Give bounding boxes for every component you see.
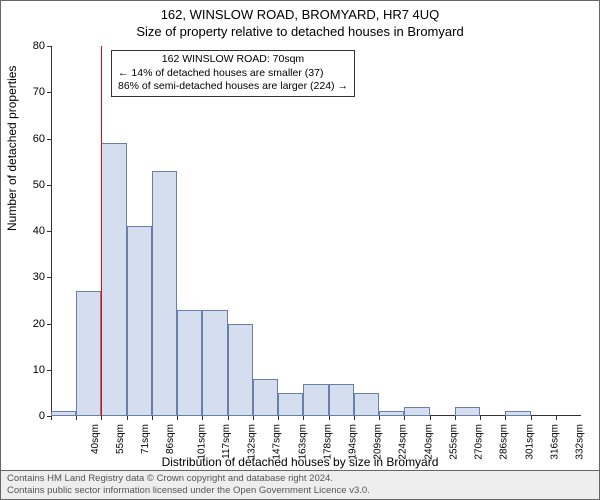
xtick-mark [329, 416, 330, 420]
xtick-mark [101, 416, 102, 420]
ytick-mark [47, 370, 51, 371]
histogram-bar [303, 384, 328, 416]
ytick-label: 10 [21, 364, 45, 376]
ytick-label: 20 [21, 318, 45, 330]
chart-container: 162, WINSLOW ROAD, BROMYARD, HR7 4UQ Siz… [0, 0, 600, 500]
xtick-mark [531, 416, 532, 420]
page-title: 162, WINSLOW ROAD, BROMYARD, HR7 4UQ [1, 7, 599, 22]
ytick-mark [47, 231, 51, 232]
x-axis-label: Distribution of detached houses by size … [1, 455, 599, 469]
footer-line-1: Contains HM Land Registry data © Crown c… [7, 473, 593, 485]
histogram-bar [76, 291, 101, 416]
ytick-mark [47, 46, 51, 47]
xtick-mark [177, 416, 178, 420]
histogram-bar [354, 393, 379, 416]
xtick-mark [379, 416, 380, 420]
xtick-label: 40sqm [90, 424, 101, 454]
xtick-mark [303, 416, 304, 420]
xtick-mark [404, 416, 405, 420]
ytick-mark [47, 324, 51, 325]
xtick-mark [455, 416, 456, 420]
xtick-mark [152, 416, 153, 420]
histogram-bar [127, 226, 152, 416]
xtick-label: 86sqm [165, 424, 176, 454]
ytick-mark [47, 92, 51, 93]
xtick-mark [430, 416, 431, 420]
xtick-label: 55sqm [115, 424, 126, 454]
xtick-mark [202, 416, 203, 420]
ytick-label: 70 [21, 86, 45, 98]
reference-line [101, 46, 102, 416]
annotation-box: 162 WINSLOW ROAD: 70sqm ← 14% of detache… [111, 50, 355, 97]
ytick-mark [47, 139, 51, 140]
ytick-mark [47, 185, 51, 186]
chart-wrap: 0102030405060708040sqm55sqm71sqm86sqm101… [51, 46, 581, 416]
xtick-label: 117sqm [221, 424, 232, 459]
histogram-bar [101, 143, 126, 416]
histogram-bar [404, 407, 429, 416]
xtick-mark [556, 416, 557, 420]
ytick-label: 60 [21, 133, 45, 145]
ytick-label: 40 [21, 225, 45, 237]
histogram-bar [505, 411, 530, 416]
xtick-mark [278, 416, 279, 420]
histogram-bar [253, 379, 278, 416]
plot-area: 0102030405060708040sqm55sqm71sqm86sqm101… [51, 46, 581, 416]
ytick-label: 0 [21, 410, 45, 422]
histogram-bar [329, 384, 354, 416]
histogram-bar [278, 393, 303, 416]
histogram-bar [379, 411, 404, 416]
footer-line-2: Contains public sector information licen… [7, 485, 593, 497]
histogram-bar [228, 324, 253, 417]
y-axis-label: Number of detached properties [5, 66, 19, 231]
annotation-line-1: 162 WINSLOW ROAD: 70sqm [118, 53, 348, 67]
annotation-line-2: ← 14% of detached houses are smaller (37… [118, 67, 348, 81]
xtick-mark [480, 416, 481, 420]
ytick-label: 50 [21, 179, 45, 191]
y-axis-line [51, 46, 52, 416]
xtick-mark [127, 416, 128, 420]
annotation-line-3: 86% of semi-detached houses are larger (… [118, 80, 348, 94]
histogram-bar [177, 310, 202, 416]
ytick-mark [47, 277, 51, 278]
xtick-mark [51, 416, 52, 420]
page-subtitle: Size of property relative to detached ho… [1, 24, 599, 39]
ytick-label: 80 [21, 40, 45, 52]
histogram-bar [455, 407, 480, 416]
xtick-mark [253, 416, 254, 420]
xtick-mark [354, 416, 355, 420]
xtick-mark [505, 416, 506, 420]
xtick-mark [76, 416, 77, 420]
histogram-bar [152, 171, 177, 416]
footer: Contains HM Land Registry data © Crown c… [1, 470, 599, 499]
xtick-label: 71sqm [140, 424, 151, 454]
ytick-label: 30 [21, 271, 45, 283]
histogram-bar [202, 310, 227, 416]
xtick-mark [228, 416, 229, 420]
histogram-bar [51, 411, 76, 416]
